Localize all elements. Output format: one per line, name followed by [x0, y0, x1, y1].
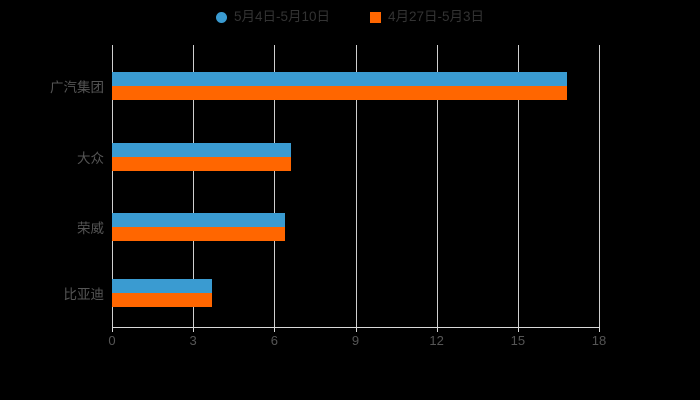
x-tick-mark-6: [274, 327, 276, 332]
legend-item-series-0[interactable]: 5月4日-5月10日: [215, 9, 330, 24]
gridline-x-0: [112, 45, 113, 327]
plot-area: [112, 45, 600, 327]
bar[interactable]: [112, 213, 286, 227]
x-tick-mark-3: [193, 327, 195, 332]
legend-circle-marker-icon: [215, 11, 227, 23]
x-tick-label-9: 9: [351, 333, 360, 348]
legend-label-series-0: 5月4日-5月10日: [233, 9, 330, 24]
legend-label-series-1: 4月27日-5月3日: [388, 9, 485, 24]
chart-legend: 5月4日-5月10日 4月27日-5月3日: [0, 6, 700, 28]
y-axis-label-3: 比亚迪: [63, 287, 105, 302]
legend-item-series-1[interactable]: 4月27日-5月3日: [370, 10, 484, 24]
gridline-x-15: [517, 45, 519, 327]
gridline-x-3: [193, 45, 195, 327]
bar[interactable]: [112, 72, 567, 86]
bar[interactable]: [112, 143, 291, 157]
bar[interactable]: [112, 279, 213, 293]
x-tick-label-18: 18: [591, 333, 607, 348]
x-tick-label-12: 12: [429, 333, 444, 348]
x-tick-label-3: 3: [189, 333, 197, 348]
gridline-x-6: [274, 45, 276, 327]
x-tick-mark-9: [355, 327, 357, 332]
gridline-x-18: [599, 45, 600, 327]
x-tick-label-15: 15: [510, 333, 526, 348]
x-tick-mark-12: [436, 327, 438, 332]
gridline-x-9: [355, 45, 357, 327]
x-tick-mark-18: [599, 327, 600, 332]
bar[interactable]: [112, 157, 291, 171]
y-axis-label-1: 大众: [77, 151, 104, 166]
y-axis-label-2: 荣威: [77, 221, 104, 236]
bar[interactable]: [112, 86, 567, 100]
x-tick-label-0: 0: [108, 333, 116, 348]
bar[interactable]: [112, 227, 286, 241]
x-tick-mark-0: [112, 327, 113, 332]
legend-square-marker-icon: [370, 11, 381, 23]
gridline-x-12: [436, 45, 438, 327]
x-tick-mark-15: [517, 327, 519, 332]
y-axis-label-0: 广汽集团: [50, 80, 104, 95]
x-tick-label-6: 6: [270, 333, 278, 348]
bar[interactable]: [112, 293, 213, 307]
y-axis-category-labels: 广汽集团大众荣威比亚迪: [0, 0, 112, 400]
